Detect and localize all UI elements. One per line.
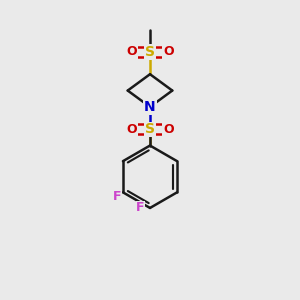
Text: N: N <box>144 100 156 114</box>
Text: O: O <box>126 45 137 58</box>
Text: F: F <box>136 202 145 214</box>
Text: O: O <box>126 123 137 136</box>
Text: S: S <box>145 122 155 136</box>
Text: F: F <box>113 190 121 203</box>
Text: O: O <box>163 45 174 58</box>
Text: S: S <box>145 45 155 59</box>
Text: O: O <box>163 123 174 136</box>
